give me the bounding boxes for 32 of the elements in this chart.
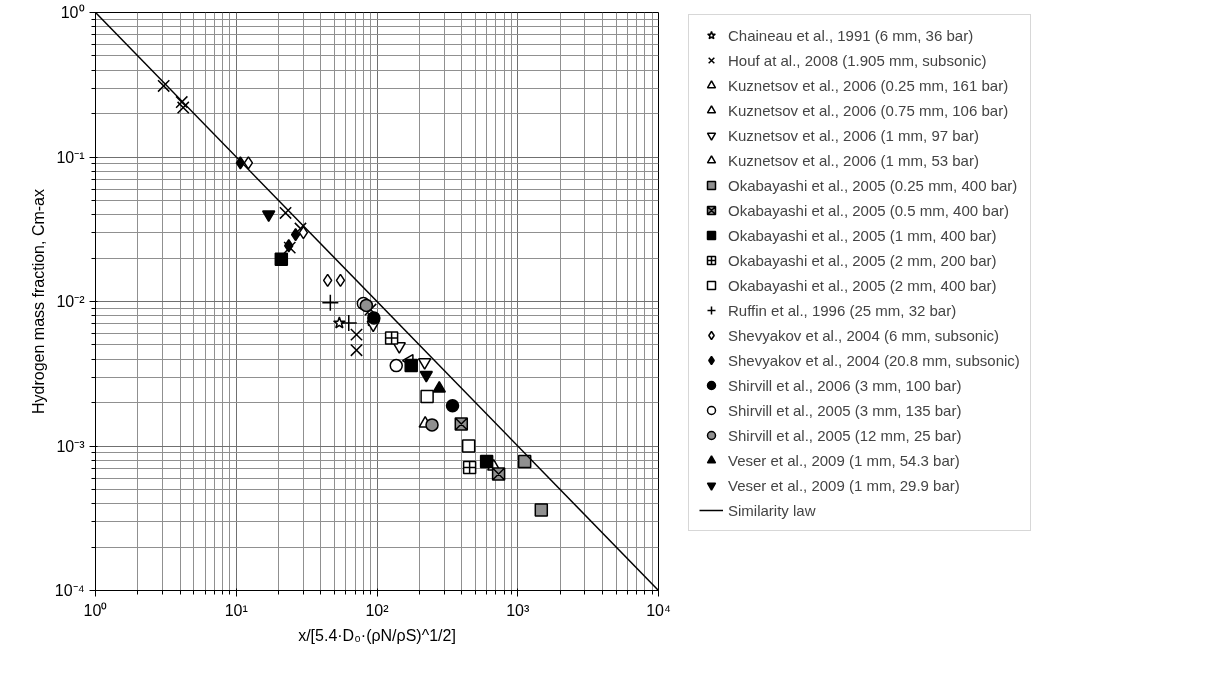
y-tick-label: 10⁻¹ [56,148,85,166]
legend-label: Ruffin et al., 1996 (25 mm, 32 bar) [728,300,957,320]
legend-label: Okabayashi et al., 2005 (2 mm, 200 bar) [728,250,997,270]
y-tick-label: 10⁰ [60,4,85,21]
y-axis-title: Hydrogen mass fraction, Cm-ax [29,189,47,414]
legend-label: Kuznetsov et al., 2006 (1 mm, 53 bar) [728,150,979,170]
legend-label: Okabayashi et al., 2005 (0.25 mm, 400 bar) [728,175,1018,195]
legend-label: Chaineau et al., 1991 (6 mm, 36 bar) [728,25,974,45]
x-tick-label: 10¹ [224,601,248,619]
x-tick-label: 10⁴ [646,601,671,619]
legend-label: Kuznetsov et al., 2006 (0.75 mm, 106 bar) [728,100,1009,120]
x-tick-label: 10³ [506,601,530,619]
legend-label: Kuznetsov et al., 2006 (1 mm, 97 bar) [728,125,979,145]
y-tick-label: 10⁻² [56,293,86,310]
legend-label: Shevyakov et al., 2004 (6 mm, subsonic) [728,325,999,345]
legend-label: Houf at al., 2008 (1.905 mm, subsonic) [728,50,987,70]
legend-label: Similarity law [728,500,816,520]
legend-label: Veser et al., 2009 (1 mm, 54.3 bar) [728,450,960,470]
y-tick-label: 10⁻³ [56,437,86,455]
legend-label: Shevyakov et al., 2004 (20.8 mm, subsonic) [728,350,1020,370]
x-tick-label: 10⁰ [83,601,108,619]
legend-label: Okabayashi et al., 2005 (0.5 mm, 400 bar) [728,200,1009,220]
x-axis-title: x/[5.4·D₀·(ρN/ρS)^1/2] [298,626,456,644]
legend-label: Veser et al., 2009 (1 mm, 29.9 bar) [728,475,960,495]
x-tick-label: 10² [365,601,390,619]
legend-label: Shirvill et al., 2005 (3 mm, 135 bar) [728,400,962,420]
legend-label: Okabayashi et al., 2005 (2 mm, 400 bar) [728,275,997,295]
legend-label: Shirvill et al., 2006 (3 mm, 100 bar) [728,375,962,395]
legend-label: Okabayashi et al., 2005 (1 mm, 400 bar) [728,225,997,245]
legend-label: Kuznetsov et al., 2006 (0.25 mm, 161 bar) [728,75,1009,95]
legend-label: Shirvill et al., 2005 (12 mm, 25 bar) [728,425,962,445]
y-tick-label: 10⁻⁴ [54,582,85,599]
